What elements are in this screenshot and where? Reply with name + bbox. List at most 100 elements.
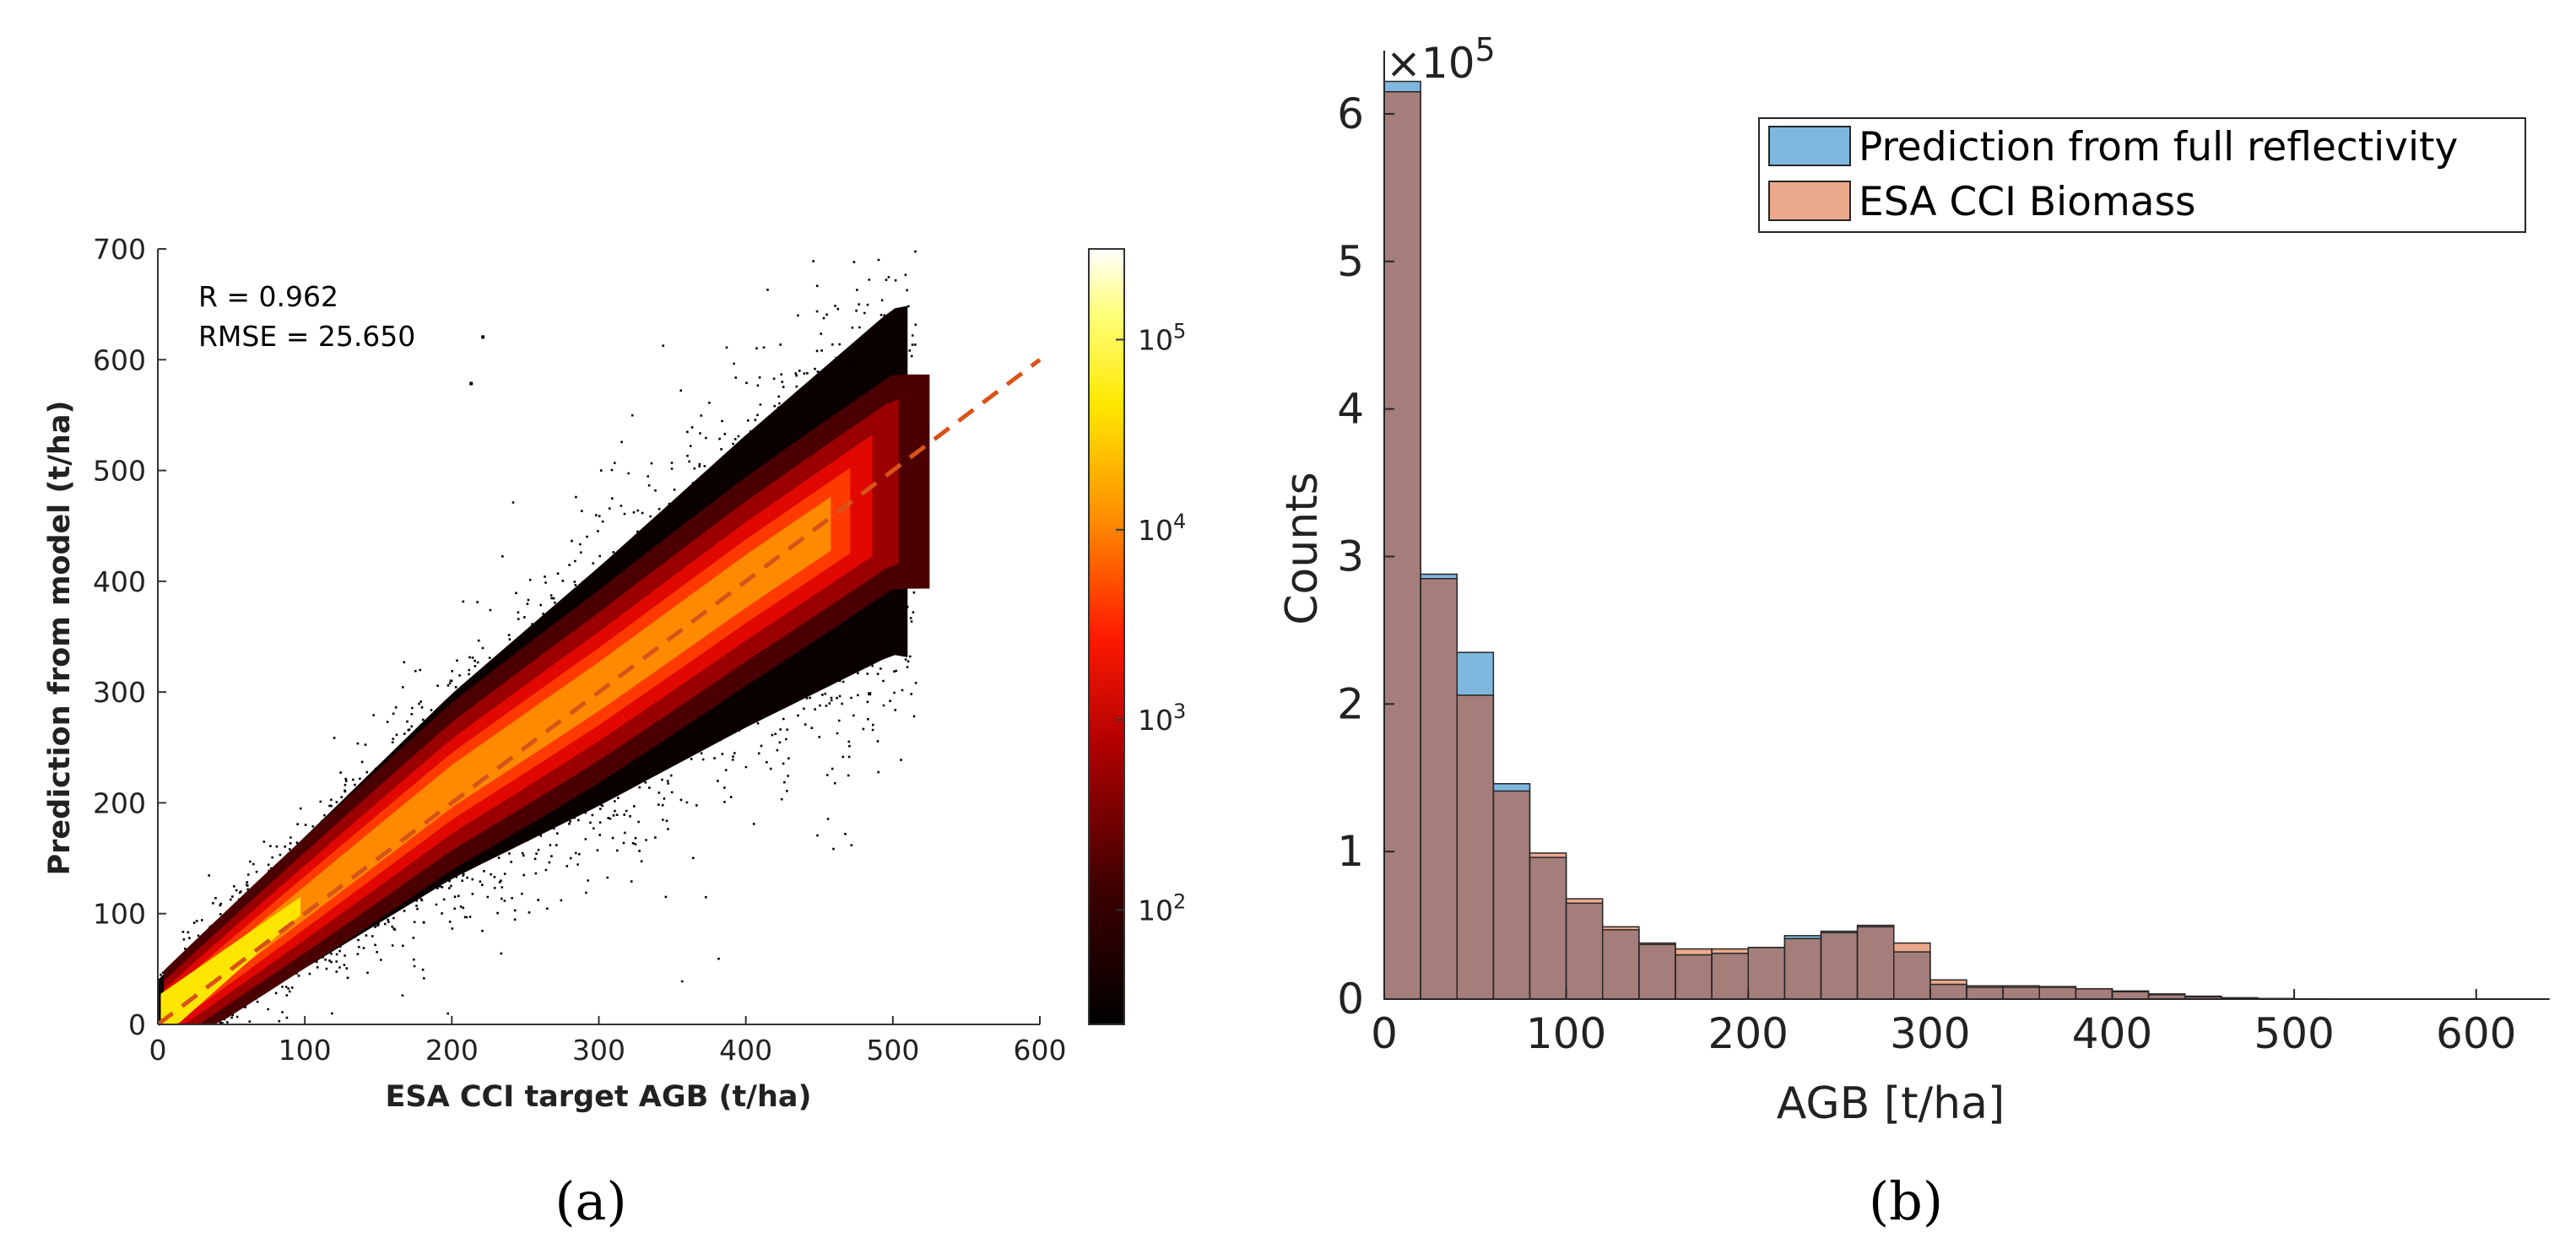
one-to-one-reference-line	[156, 358, 1042, 1026]
histogram-bar-esa-excess	[1857, 925, 1894, 927]
legend-label-prediction: Prediction from full reflectivity	[1859, 124, 2458, 170]
scatter-x-tick-label: 600	[1014, 1034, 1067, 1067]
histogram-y-tick-label: 5	[1337, 237, 1364, 286]
scatter-y-tick-label: 600	[93, 343, 146, 376]
scatter-y-tick-label: 700	[93, 233, 146, 266]
scatter-x-axis-label: ESA CCI target AGB (t/ha)	[385, 1080, 811, 1114]
histogram-bar-prediction-excess	[1821, 931, 1858, 933]
scatter-y-tick-label: 100	[93, 898, 146, 931]
histogram-x-tick-label: 0	[1371, 1009, 1398, 1058]
scatter-x-tick-label: 100	[279, 1034, 332, 1067]
histogram-bar-overlap	[1893, 952, 1930, 999]
histogram-y-multiplier: ×105	[1386, 31, 1496, 88]
histogram-x-tick-label: 500	[2254, 1009, 2334, 1058]
histogram-y-tick-label: 1	[1337, 827, 1364, 876]
legend-swatch-esa	[1768, 181, 1851, 221]
histogram-bar-overlap	[1529, 857, 1567, 999]
scatter-axes: 0 100 200 300 400 500 600 0 100 200 300 400 500 600 70…	[93, 233, 1067, 1067]
histogram-x-tick-label: 200	[1708, 1009, 1789, 1058]
histogram-bar-overlap	[2039, 987, 2076, 999]
histogram-bar-overlap	[1421, 578, 1458, 999]
scatter-outlier-point	[878, 359, 882, 364]
scatter-x-tick-label: 0	[149, 1034, 167, 1067]
scatter-annotation-r: R = 0.962	[198, 280, 338, 313]
colorbar-tick-label: 104	[1138, 510, 1186, 547]
histogram-bar-overlap	[1638, 944, 1675, 999]
histogram-x-tick-label: 300	[1890, 1009, 1970, 1058]
histogram-bar-esa-excess	[1929, 980, 1967, 985]
scatter-outlier-point	[469, 381, 474, 386]
histogram-bar-prediction-excess	[1457, 652, 1494, 695]
colorbar-tick-label: 103	[1138, 700, 1186, 737]
histogram-bar-prediction-excess	[1493, 783, 1530, 792]
histogram-bar-overlap	[1602, 929, 1639, 999]
histogram-y-tick-label: 2	[1337, 679, 1364, 728]
histogram-panel: 0 100 200 300 400 500 600 0 1 2 3 4 5 6 ×105 AGB [t/h…	[1277, 31, 2550, 1129]
scatter-y-axis-label: Prediction from model (t/ha)	[43, 400, 77, 875]
histogram-bar-overlap	[1675, 954, 1713, 999]
histogram-y-tick-label: 6	[1337, 89, 1364, 138]
histogram-y-tick-label: 4	[1337, 385, 1364, 434]
density-scatter-panel: 0 100 200 300 400 500 600 0 100 200 300 400 500 600 70…	[43, 233, 1186, 1114]
histogram-bar-esa-excess	[1712, 948, 1749, 954]
scatter-y-tick-label: 200	[93, 786, 146, 819]
histogram-bar-overlap	[2112, 992, 2149, 999]
histogram-bar-esa-excess	[1893, 943, 1930, 953]
histogram-x-tick-label: 400	[2072, 1009, 2152, 1058]
histogram-bar-overlap	[2075, 988, 2113, 999]
histogram-bar-overlap	[1857, 927, 1894, 999]
scatter-annotation-rmse: RMSE = 25.650	[198, 320, 415, 353]
histogram-bar-overlap	[1384, 91, 1421, 999]
density-cloud	[160, 374, 930, 1024]
histogram-bar-overlap	[1566, 903, 1603, 999]
scatter-outlier-point	[856, 664, 860, 668]
histogram-bar-esa-excess	[1566, 899, 1603, 904]
histogram-x-tick-label: 100	[1526, 1009, 1606, 1058]
scatter-x-tick-label: 200	[425, 1034, 479, 1067]
scatter-x-tick-label: 300	[572, 1034, 625, 1067]
scatter-y-tick-label: 0	[128, 1008, 146, 1041]
histogram-bar-esa-excess	[1602, 927, 1639, 930]
histogram-bar-prediction-excess	[1784, 935, 1821, 939]
colorbar-gradient	[1088, 248, 1125, 1025]
legend-swatch-prediction	[1768, 126, 1851, 166]
histogram-bar-overlap	[1967, 987, 2004, 999]
histogram-bar-overlap	[1821, 932, 1858, 999]
histogram-bar-overlap	[1748, 947, 1785, 999]
histogram-bar-overlap	[2184, 997, 2222, 999]
panel-label-a: (a)	[555, 1170, 626, 1232]
colorbar-tick-label: 102	[1138, 889, 1186, 927]
scatter-y-tick-label: 300	[93, 676, 146, 709]
histogram-bar-esa-excess	[1638, 943, 1675, 945]
scatter-x-tick-label: 500	[866, 1034, 919, 1067]
histogram-x-axis-label: AGB [t/ha]	[1777, 1078, 2005, 1129]
scatter-x-tick-label: 400	[719, 1034, 772, 1067]
histogram-bar-prediction-excess	[1384, 81, 1421, 92]
histogram-bar-esa-excess	[1529, 852, 1567, 858]
histogram-bar-esa-excess	[1675, 948, 1713, 955]
histogram-legend: Prediction from full reflectivity ESA CC…	[1758, 117, 2526, 233]
density-core	[160, 896, 300, 1024]
histogram-y-tick-label: 3	[1337, 532, 1364, 581]
histogram-bar-overlap	[1712, 953, 1749, 999]
histogram-axes: 0 100 200 300 400 500 600 0 1 2 3 4 5 6	[1337, 51, 2549, 1058]
legend-label-esa: ESA CCI Biomass	[1859, 179, 2196, 225]
histogram-x-tick-label: 600	[2436, 1009, 2516, 1058]
histogram-y-tick-label: 0	[1337, 975, 1364, 1024]
histogram-bar-overlap	[1493, 791, 1530, 999]
histogram-bar-prediction-excess	[1421, 574, 1458, 579]
histogram-bars	[1383, 80, 2550, 1000]
histogram-bar-esa-excess	[1967, 986, 2004, 988]
histogram-bar-overlap	[2148, 994, 2185, 999]
panel-label-b: (b)	[1869, 1170, 1943, 1232]
scatter-y-tick-label: 400	[93, 565, 146, 598]
histogram-bar-overlap	[1457, 694, 1494, 999]
scatter-outlier-point	[848, 359, 852, 364]
scatter-outlier-point	[868, 692, 872, 696]
histogram-bar-overlap	[1784, 938, 1821, 999]
legend-box	[1758, 117, 2526, 233]
colorbar-tick-label: 105	[1138, 319, 1186, 356]
histogram-bar-esa-excess	[2003, 986, 2040, 988]
histogram-bar-overlap	[2003, 987, 2040, 999]
